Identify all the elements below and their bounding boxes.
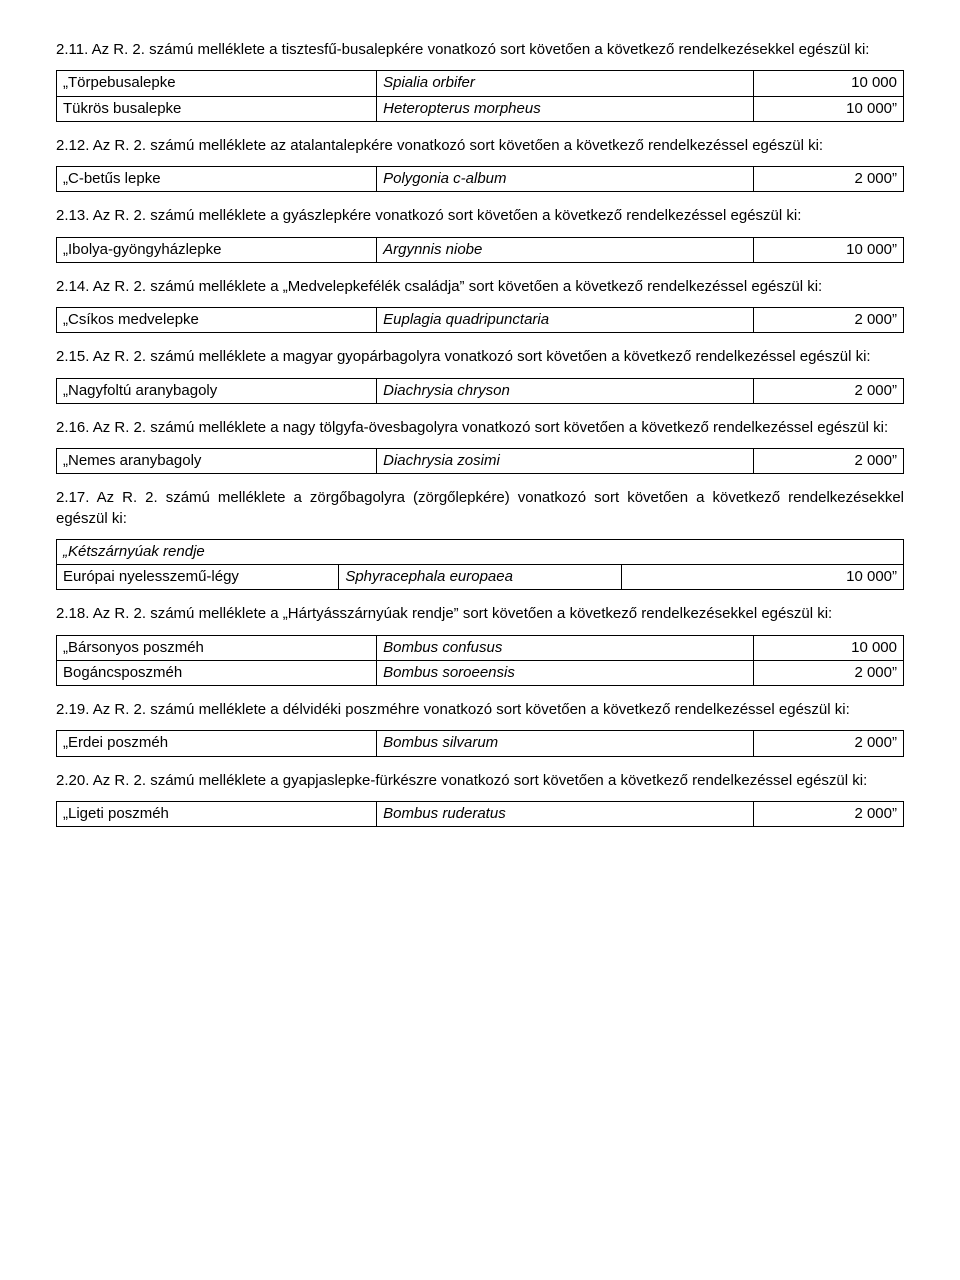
cell-value: 2 000” (753, 801, 903, 826)
document-body: 2.11. Az R. 2. számú melléklete a tiszte… (56, 40, 904, 827)
table-row: „Erdei poszméhBombus silvarum2 000” (57, 731, 904, 756)
cell-value: 2 000” (753, 449, 903, 474)
species-table: „Ligeti poszméhBombus ruderatus2 000” (56, 801, 904, 827)
cell-latin-name: Diachrysia zosimi (377, 449, 754, 474)
cell-latin-name: Bombus silvarum (377, 731, 754, 756)
species-table: „Csíkos medvelepkeEuplagia quadripunctar… (56, 307, 904, 333)
table-row: „Csíkos medvelepkeEuplagia quadripunctar… (57, 308, 904, 333)
species-table: „Kétszárnyúak rendjeEurópai nyelesszemű-… (56, 539, 904, 591)
species-table: „Nagyfoltú aranybagolyDiachrysia chryson… (56, 378, 904, 404)
cell-latin-name: Bombus soroeensis (377, 660, 754, 685)
paragraph: 2.20. Az R. 2. számú melléklete a gyapja… (56, 771, 904, 791)
paragraph: 2.11. Az R. 2. számú melléklete a tiszte… (56, 40, 904, 60)
cell-common-name: „Erdei poszméh (57, 731, 377, 756)
table-row: „TörpebusalepkeSpialia orbifer10 000 (57, 71, 904, 96)
cell-common-name: Tükrös busalepke (57, 96, 377, 121)
cell-value: 10 000 (753, 635, 903, 660)
species-table: „Ibolya-gyöngyházlepkeArgynnis niobe10 0… (56, 237, 904, 263)
cell-common-name: „Bársonyos poszméh (57, 635, 377, 660)
species-table: „Bársonyos poszméhBombus confusus10 000B… (56, 635, 904, 687)
table-row: „Ibolya-gyöngyházlepkeArgynnis niobe10 0… (57, 237, 904, 262)
cell-common-name: „Csíkos medvelepke (57, 308, 377, 333)
cell-value: 10 000” (753, 237, 903, 262)
species-table: „Nemes aranybagolyDiachrysia zosimi2 000… (56, 448, 904, 474)
table-row: „Nemes aranybagolyDiachrysia zosimi2 000… (57, 449, 904, 474)
table-row: „Kétszárnyúak rendje (57, 539, 904, 564)
species-table: „C-betűs lepkePolygonia c-album2 000” (56, 166, 904, 192)
cell-value: 2 000” (753, 308, 903, 333)
cell-latin-name: Spialia orbifer (377, 71, 754, 96)
cell-common-name: „Nemes aranybagoly (57, 449, 377, 474)
paragraph: 2.12. Az R. 2. számú melléklete az atala… (56, 136, 904, 156)
cell-latin-name: Sphyracephala europaea (339, 565, 621, 590)
cell-latin-name: Diachrysia chryson (377, 378, 754, 403)
cell-value: 10 000” (621, 565, 903, 590)
cell-latin-name: Heteropterus morpheus (377, 96, 754, 121)
table-row: „Ligeti poszméhBombus ruderatus2 000” (57, 801, 904, 826)
table-row: Tükrös busalepkeHeteropterus morpheus10 … (57, 96, 904, 121)
cell-common-name: Bogáncsposzméh (57, 660, 377, 685)
paragraph: 2.15. Az R. 2. számú melléklete a magyar… (56, 347, 904, 367)
paragraph: 2.14. Az R. 2. számú melléklete a „Medve… (56, 277, 904, 297)
cell-common-name: Európai nyelesszemű-légy (57, 565, 339, 590)
cell-common-name: „Ibolya-gyöngyházlepke (57, 237, 377, 262)
cell-value: 2 000” (753, 167, 903, 192)
cell-latin-name: Polygonia c-album (377, 167, 754, 192)
cell-value: 10 000” (753, 96, 903, 121)
cell-latin-name: Bombus ruderatus (377, 801, 754, 826)
species-table: „TörpebusalepkeSpialia orbifer10 000Tükr… (56, 70, 904, 122)
paragraph: 2.13. Az R. 2. számú melléklete a gyászl… (56, 206, 904, 226)
paragraph: 2.16. Az R. 2. számú melléklete a nagy t… (56, 418, 904, 438)
cell-common-name: „Ligeti poszméh (57, 801, 377, 826)
cell-common-name: „Törpebusalepke (57, 71, 377, 96)
cell-value: 2 000” (753, 660, 903, 685)
cell-latin-name: Argynnis niobe (377, 237, 754, 262)
cell-value: 2 000” (753, 731, 903, 756)
table-row: Európai nyelesszemű-légySphyracephala eu… (57, 565, 904, 590)
paragraph: 2.18. Az R. 2. számú melléklete a „Hárty… (56, 604, 904, 624)
cell-latin-name: Euplagia quadripunctaria (377, 308, 754, 333)
paragraph: 2.19. Az R. 2. számú melléklete a délvid… (56, 700, 904, 720)
table-row: BogáncsposzméhBombus soroeensis2 000” (57, 660, 904, 685)
cell-value: 10 000 (753, 71, 903, 96)
paragraph: 2.17. Az R. 2. számú melléklete a zörgőb… (56, 488, 904, 529)
species-table: „Erdei poszméhBombus silvarum2 000” (56, 730, 904, 756)
cell-span: „Kétszárnyúak rendje (57, 539, 904, 564)
table-row: „Bársonyos poszméhBombus confusus10 000 (57, 635, 904, 660)
cell-common-name: „C-betűs lepke (57, 167, 377, 192)
table-row: „C-betűs lepkePolygonia c-album2 000” (57, 167, 904, 192)
table-row: „Nagyfoltú aranybagolyDiachrysia chryson… (57, 378, 904, 403)
cell-value: 2 000” (753, 378, 903, 403)
cell-latin-name: Bombus confusus (377, 635, 754, 660)
cell-common-name: „Nagyfoltú aranybagoly (57, 378, 377, 403)
